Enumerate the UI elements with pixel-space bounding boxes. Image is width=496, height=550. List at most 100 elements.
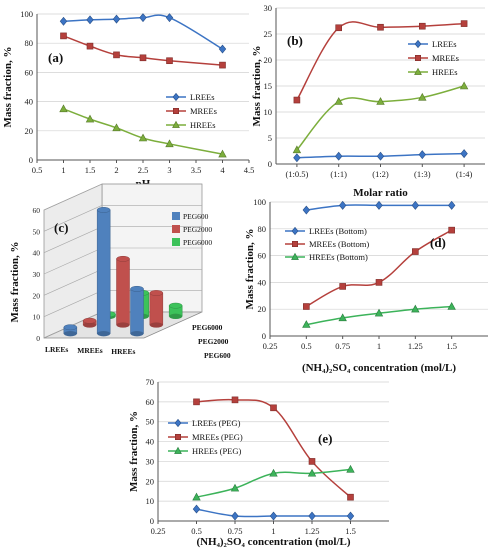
bar-top <box>149 290 164 296</box>
data-point <box>335 151 343 161</box>
panel-label: (e) <box>318 431 332 446</box>
data-point <box>307 468 317 477</box>
data-point <box>218 44 227 54</box>
data-point <box>192 492 201 501</box>
gridline <box>43 205 202 232</box>
chart-panel-c: 0 10 20 30 40 50 60 LREEs MREEs HREEs PEG6000 PEG20… <box>9 183 231 360</box>
bar-top <box>168 302 183 309</box>
bar-peg2000 <box>116 258 130 326</box>
y-tick-label: 60 <box>25 67 34 77</box>
bar-top <box>130 285 144 292</box>
x-tick-label: 0.25 <box>151 526 166 536</box>
data-point <box>334 97 343 105</box>
y-tick-label: 70 <box>146 377 155 387</box>
x-tick-label: 2.5 <box>138 165 149 175</box>
data-point <box>113 51 120 59</box>
data-point <box>346 511 355 521</box>
data-point <box>412 248 419 255</box>
data-point <box>139 54 147 62</box>
y-axis-title: Mass fraction, % <box>128 411 140 492</box>
x-tick-label: 1.25 <box>305 526 320 536</box>
series-line-hrees <box>296 85 465 151</box>
y-axis-title: Mass fraction, % <box>244 229 256 310</box>
legend-marker <box>291 252 299 260</box>
data-point <box>308 458 316 465</box>
data-point <box>411 200 420 210</box>
depth-label: PEG2000 <box>198 337 229 346</box>
data-point <box>302 205 311 215</box>
y-tick-label: 20 <box>258 304 267 314</box>
y-axis-title: Mass fraction, % <box>2 47 14 128</box>
data-point <box>293 153 301 163</box>
y-tick-label: 40 <box>25 97 34 107</box>
data-point <box>347 493 354 501</box>
y-tick-label: 20 <box>264 55 273 65</box>
data-point <box>338 313 347 322</box>
legend-label: MREEs <box>432 53 459 63</box>
data-point <box>293 96 301 104</box>
legend-label: HREEs <box>432 67 458 77</box>
x-tick-label: 0.75 <box>228 526 243 536</box>
legend-label: MREEs (Bottom) <box>309 239 369 249</box>
data-point <box>377 23 384 31</box>
x-tick-label: 1.25 <box>408 341 423 351</box>
x-axis-title: (NH₄)₂SO₄ concentration (mol/L) <box>196 536 350 548</box>
x-tick-label: 1 <box>61 165 65 175</box>
data-point <box>269 511 278 521</box>
data-point <box>59 16 68 26</box>
legend-marker <box>291 226 299 236</box>
bar-base <box>97 331 111 337</box>
chart-panel-e: 0 10 20 30 40 50 60 70 0.25 0.5 0.75 1 1.25 1.5 LREEs … <box>128 377 389 548</box>
bar-base <box>149 322 163 328</box>
y-tick-label: 40 <box>146 437 155 447</box>
data-point <box>218 149 227 158</box>
y-tick-label: 20 <box>146 476 155 486</box>
legend-label: LREEs (PEG) <box>192 418 241 428</box>
x-tick-label: 1.5 <box>446 341 457 351</box>
y-tick-label: 100 <box>253 197 266 207</box>
data-point <box>59 104 68 113</box>
y-tick-label: 60 <box>146 397 155 407</box>
category-label: LREEs <box>45 345 68 354</box>
legend-label: HREEs <box>190 120 216 130</box>
gridline <box>43 183 202 211</box>
data-point <box>376 151 385 161</box>
data-point <box>192 504 201 514</box>
x-tick-label: 3.5 <box>191 165 202 175</box>
data-point <box>460 149 468 159</box>
legend-label: LREEs (Bottom) <box>309 226 367 236</box>
data-point <box>112 123 121 132</box>
data-point <box>447 301 456 310</box>
y-tick-label: 10 <box>146 496 155 506</box>
chart-panel-b: 0 5 10 15 20 25 30 (1:0.5) (1:1) (1:2) (1:3) (1:4) L… <box>251 3 485 199</box>
x-tick-label: 4 <box>220 165 225 175</box>
y-tick-label: 30 <box>33 270 41 279</box>
data-point <box>270 404 277 412</box>
x-tick-label: (1:3) <box>414 169 431 179</box>
legend-marker <box>175 433 182 440</box>
data-point <box>269 468 278 477</box>
y-tick-label: 0 <box>36 334 40 343</box>
legend-label: PEG600 <box>183 212 209 221</box>
legend-label: HREEs (Bottom) <box>309 252 368 262</box>
y-tick-label: 30 <box>264 3 273 13</box>
data-point <box>165 13 174 23</box>
y-tick-label: 15 <box>264 81 273 91</box>
data-point <box>85 114 95 123</box>
data-point <box>418 150 426 160</box>
series-line-hrees <box>63 108 223 155</box>
y-tick-label: 10 <box>33 313 41 322</box>
data-point <box>193 398 200 406</box>
data-point <box>335 24 343 32</box>
chart-panel-a: 0 20 40 60 80 100 0.5 1 1.5 2 2.5 3 3.5 4 4.5 LREEs MREE… <box>2 9 254 190</box>
legend-label: PEG6000 <box>183 238 212 247</box>
data-point <box>165 139 174 148</box>
category-label: MREEs <box>77 346 103 355</box>
data-point <box>338 200 347 210</box>
bar-top <box>82 317 97 324</box>
data-point <box>375 279 383 286</box>
legend-label: MREEs <box>190 106 217 116</box>
data-point <box>138 133 148 142</box>
legend-label: LREEs <box>432 39 457 49</box>
